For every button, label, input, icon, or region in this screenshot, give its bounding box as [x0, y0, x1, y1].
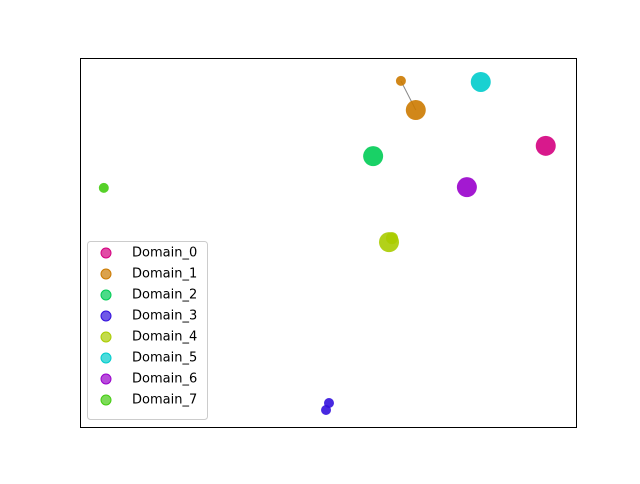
point [470, 71, 491, 92]
legend-label: Domain_1 [132, 267, 197, 282]
point [363, 146, 384, 167]
point [405, 100, 426, 121]
legend-marker [100, 310, 112, 322]
legend-label: Domain_6 [132, 372, 197, 387]
legend-label: Domain_0 [132, 246, 197, 261]
point [98, 182, 109, 193]
legend-label: Domain_5 [132, 351, 197, 366]
legend-marker [100, 289, 112, 301]
legend-label: Domain_4 [132, 330, 197, 345]
legend-label: Domain_7 [132, 393, 197, 408]
legend-marker [100, 352, 112, 364]
point [385, 232, 398, 245]
legend-marker [100, 247, 112, 259]
legend-marker [100, 373, 112, 385]
legend-marker [100, 268, 112, 280]
legend-marker [100, 331, 112, 343]
legend-marker [100, 394, 112, 406]
point [395, 75, 406, 86]
point [321, 405, 332, 416]
legend-label: Domain_3 [132, 309, 197, 324]
legend-box [87, 241, 208, 420]
point [535, 135, 556, 156]
point [456, 177, 477, 198]
legend-label: Domain_2 [132, 288, 197, 303]
plot-frame [80, 58, 577, 428]
